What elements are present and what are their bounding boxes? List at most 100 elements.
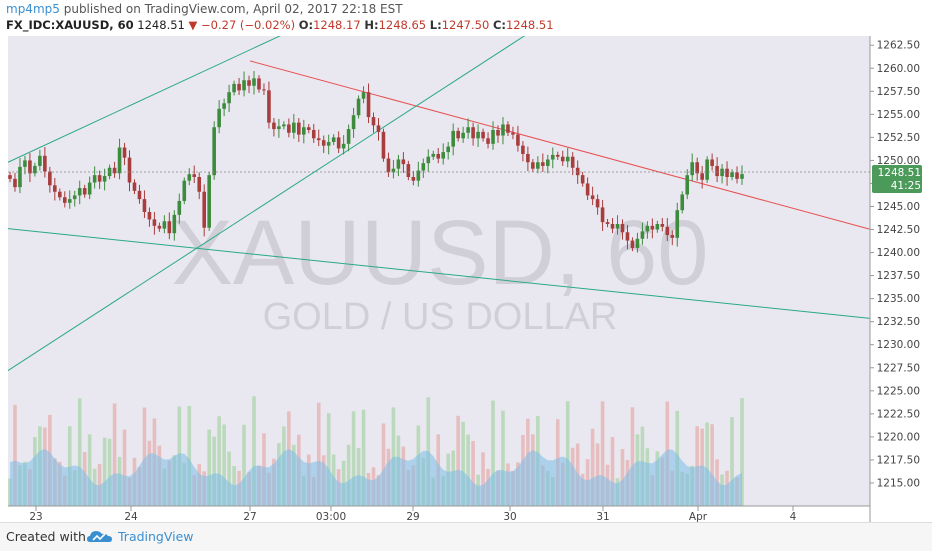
candle-body <box>496 130 500 136</box>
chart-header: mp4mp5 published on TradingView.com, Apr… <box>0 0 932 36</box>
candle-body <box>252 78 256 86</box>
candle-body <box>82 188 87 195</box>
candle-body <box>491 130 495 144</box>
candle-body <box>580 175 585 184</box>
candle-body <box>526 153 530 163</box>
candle-body <box>77 188 82 196</box>
candle-body <box>331 137 336 142</box>
x-tick-label: 4 <box>790 511 797 522</box>
candle-body <box>311 130 316 139</box>
footer: Created with TradingView <box>0 522 932 551</box>
volume-bar <box>316 402 321 506</box>
candle-body <box>725 168 729 177</box>
candle-body <box>53 185 57 192</box>
candle-body <box>575 167 580 176</box>
candle-body <box>590 195 595 200</box>
y-tick-label: 1262.50 <box>877 40 920 52</box>
candle-body <box>446 146 451 153</box>
candle-body <box>541 162 545 166</box>
candle-body <box>18 166 22 188</box>
time-axis[interactable]: 23 24 27 03:00 29 30 31 Apr 4 <box>29 506 797 522</box>
candle-body <box>655 224 660 230</box>
y-tick-label: 1255.00 <box>877 109 920 121</box>
x-tick-label: 03:00 <box>316 511 346 522</box>
candle-body <box>471 127 475 139</box>
candle-body <box>545 159 550 166</box>
watermark-name: GOLD / US DOLLAR <box>263 296 618 338</box>
candle-body <box>685 175 690 195</box>
candle-body <box>426 156 431 164</box>
volume-bar <box>740 398 744 506</box>
candle-body <box>227 92 231 104</box>
candle-body <box>690 162 695 176</box>
candle-body <box>531 162 535 169</box>
candle-body <box>665 226 670 236</box>
low-value: 1247.50 <box>441 18 490 32</box>
candle-body <box>272 122 276 130</box>
candle-body <box>92 175 97 183</box>
candles-layer <box>8 71 744 253</box>
volume-bar <box>207 429 211 506</box>
candle-body <box>72 195 77 200</box>
volume-bar <box>610 437 615 506</box>
candle-body <box>386 158 391 173</box>
candle-body <box>306 127 311 130</box>
candle-body <box>411 177 416 181</box>
y-tick-label: 1220.00 <box>877 431 920 443</box>
high-label: H: <box>364 18 379 32</box>
y-tick-label: 1240.00 <box>877 247 920 259</box>
candle-body <box>680 194 685 211</box>
y-tick-label: 1232.50 <box>877 316 920 328</box>
candle-body <box>620 224 625 233</box>
candle-body <box>232 83 236 93</box>
y-tick-label: 1215.00 <box>877 477 920 489</box>
candle-body <box>521 145 525 154</box>
candle-body <box>48 171 52 186</box>
candle-body <box>33 165 37 174</box>
candle-body <box>486 138 490 144</box>
candle-body <box>67 199 72 203</box>
price-chart[interactable]: XAUUSD, 60 GOLD / US DOLLAR 1262.50 1260.… <box>0 36 932 522</box>
high-value: 1248.65 <box>378 18 427 32</box>
candle-body <box>152 219 157 226</box>
plot-area[interactable] <box>8 36 870 506</box>
tradingview-cloud-icon[interactable] <box>86 528 114 546</box>
candle-body <box>297 122 301 135</box>
author-link[interactable]: mp4mp5 <box>6 2 60 16</box>
candle-body <box>287 124 291 133</box>
candle-body <box>207 175 211 228</box>
candle-body <box>401 159 406 165</box>
candle-body <box>396 159 401 169</box>
candle-body <box>301 127 306 135</box>
volume-layer <box>8 396 744 506</box>
candle-body <box>660 224 665 227</box>
symbol-label[interactable]: FX_IDC:XAUUSD, 60 <box>6 18 134 32</box>
candle-body <box>102 176 107 182</box>
price-axis[interactable]: 1262.50 1260.00 1257.50 1255.00 1252.50 1250.… <box>870 40 920 490</box>
candle-body <box>600 207 605 223</box>
candle-body <box>97 175 102 182</box>
candle-body <box>132 182 137 191</box>
candle-body <box>441 152 446 159</box>
price-change: −0.27 (−0.02%) <box>201 18 296 32</box>
y-tick-label: 1225.00 <box>877 385 920 397</box>
candle-body <box>117 147 122 174</box>
candle-body <box>321 140 326 146</box>
candle-body <box>436 153 441 159</box>
tradingview-brand[interactable]: TradingView <box>118 529 194 544</box>
candle-body <box>501 124 505 136</box>
candle-body <box>326 141 331 146</box>
close-label: C: <box>492 18 506 32</box>
candle-body <box>62 197 67 203</box>
volume-bar <box>341 460 346 506</box>
candle-body <box>282 124 286 127</box>
candle-body <box>172 214 177 234</box>
candle-body <box>262 89 266 91</box>
volume-bar <box>695 426 699 506</box>
red-trendline <box>249 60 871 230</box>
candle-body <box>421 163 426 171</box>
candle-body <box>222 103 226 109</box>
volume-bar <box>122 429 127 506</box>
green-trendline <box>7 228 871 319</box>
candle-body <box>565 156 570 162</box>
